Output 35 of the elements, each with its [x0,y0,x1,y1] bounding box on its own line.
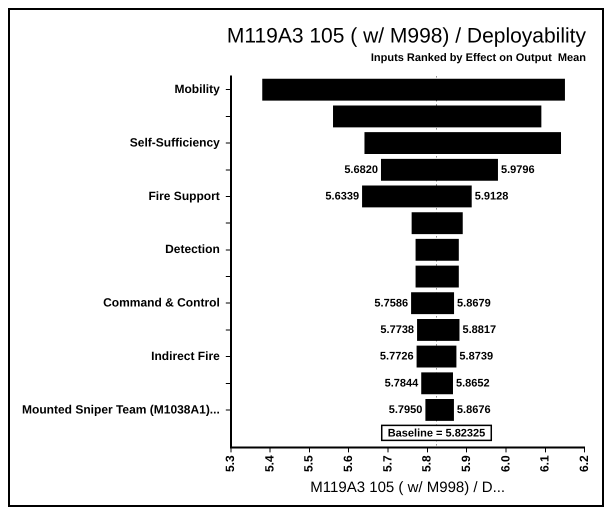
x-tick-label: 5.9 [458,455,473,472]
data-label: 5.7586 [374,297,408,310]
y-tick-label: Command & Control [103,296,220,310]
data-label: 5.7950 [388,404,422,416]
data-label: 5.7726 [380,350,414,363]
y-tick-label: Detection [165,242,220,256]
data-label: 5.6339 [325,190,360,203]
data-label: 5.8817 [462,324,496,336]
data-label: 5.7844 [384,377,420,390]
x-tick-label: 6.1 [538,455,552,472]
data-label: 5.8739 [459,350,494,363]
ref-line-label: Baseline = 5.82325 [388,427,486,440]
x-tick-label: 5.5 [302,455,316,472]
y-tick-label: Mobility [174,82,220,96]
y-tick-label: Mounted Sniper Team (M1038A1)... [22,402,220,416]
x-tick-label: 5.8 [420,455,434,472]
y-tick-label: Indirect Fire [151,348,220,363]
data-label: 5.8676 [456,404,491,416]
data-label: 5.6820 [344,164,378,176]
y-tick-label: Self-Sufficiency [130,135,220,150]
x-tick-label: 5.3 [223,455,238,472]
data-label: 5.8652 [456,377,490,390]
data-label: 5.7738 [380,324,414,336]
data-label: 5.9128 [474,190,508,203]
x-tick-label: 6.2 [576,455,591,472]
y-tick-label: Fire Support [148,188,220,203]
data-label: 5.9796 [500,164,535,176]
x-axis-title: M119A3 105 ( w/ M998) / D... [310,479,506,496]
x-tick-label: 6.0 [498,455,512,472]
x-tick-label: 5.4 [262,455,276,472]
x-tick-label: 5.7 [380,455,394,472]
chart-title: M119A3 105 ( w/ M998) / Deployability [226,24,586,48]
chart-subtitle: Inputs Ranked by Effect on Output Mean [370,52,586,64]
x-tick-label: 5.6 [341,455,356,472]
data-label: 5.8679 [457,297,491,310]
